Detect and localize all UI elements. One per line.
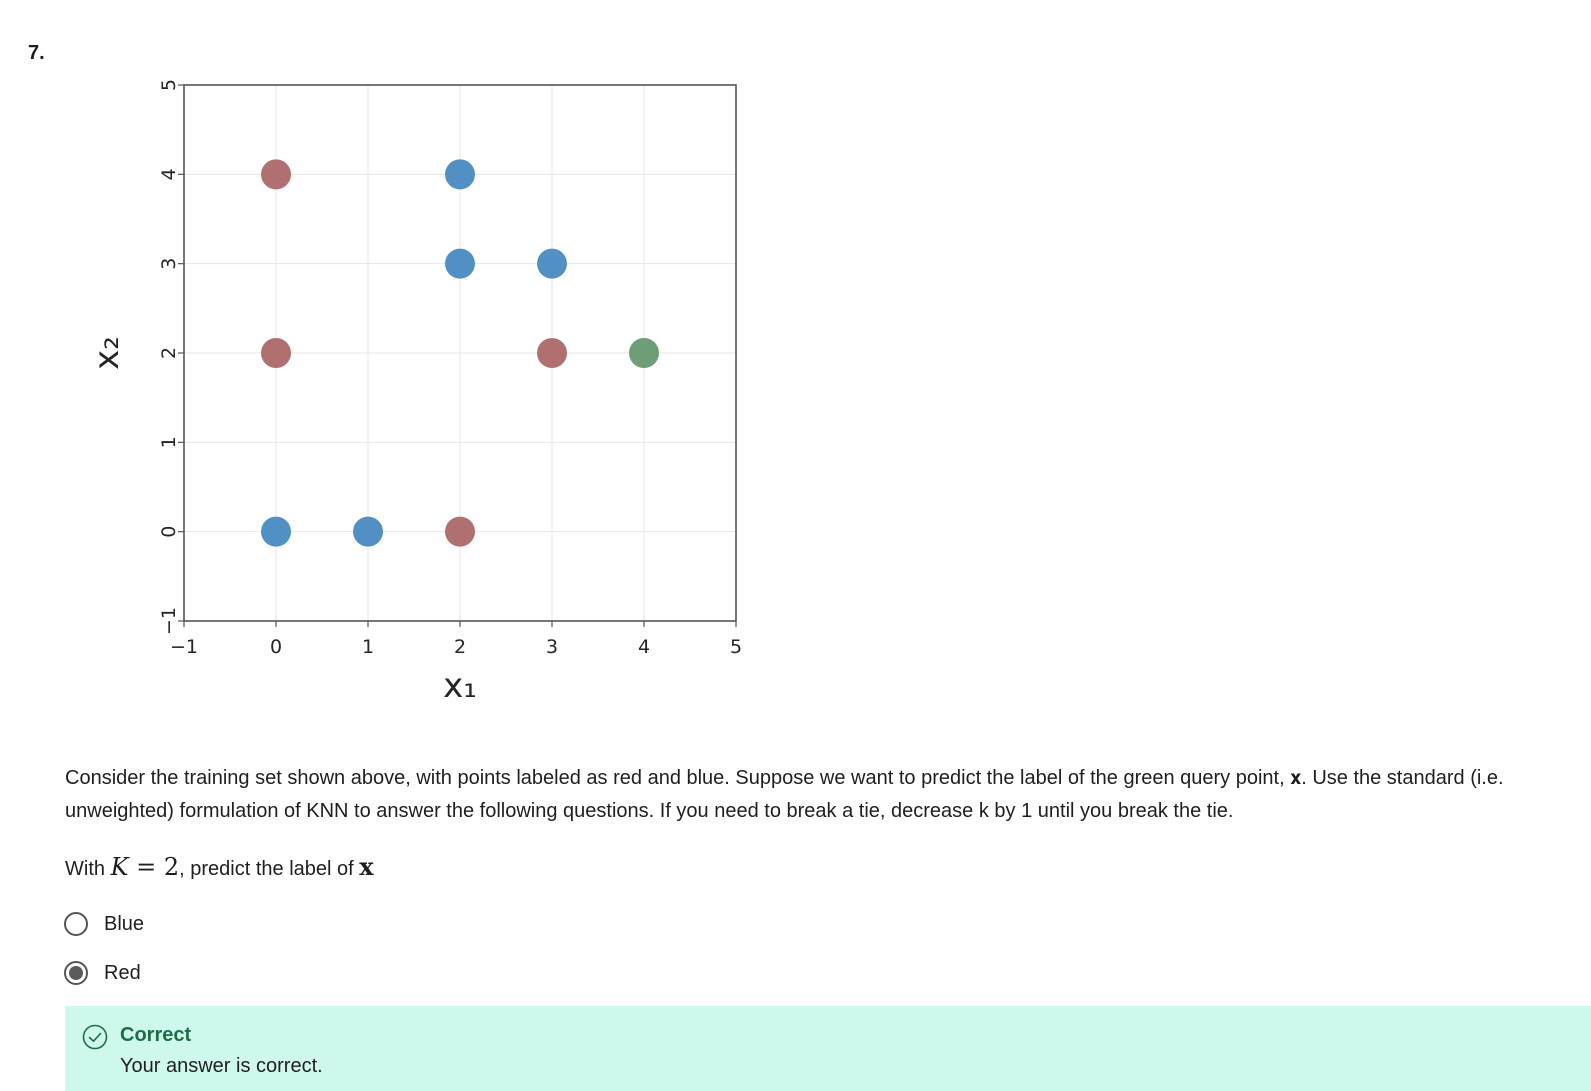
x-tick-label: 1 [362, 636, 374, 658]
y-tick-label: 2 [158, 347, 180, 359]
radio-blue[interactable] [64, 912, 88, 936]
y-tick-label: 3 [158, 258, 180, 270]
option-blue[interactable]: Blue [64, 909, 144, 939]
option-red[interactable]: Red [64, 958, 141, 988]
option-red-label: Red [104, 961, 141, 984]
prompt-middle: , predict the label of [179, 858, 354, 880]
chart-points [261, 159, 659, 547]
scatter-chart: −1 0 1 2 3 4 5 −1 0 1 2 3 4 5 x₁ x₂ [0, 0, 800, 720]
x-tick-label: 4 [638, 636, 650, 658]
question-number: 7. [28, 42, 45, 64]
radio-selected-dot [69, 966, 83, 980]
red-point [261, 159, 291, 190]
feedback-title: Correct [120, 1024, 192, 1046]
feedback-text: Your answer is correct. [120, 1055, 323, 1077]
x-tick-label: 5 [730, 636, 742, 658]
x-axis-label: x₁ [443, 666, 477, 706]
y-tick-label: 1 [158, 436, 180, 448]
red-point [261, 338, 291, 368]
check-circle-icon [82, 1024, 108, 1050]
blue-point [353, 516, 383, 547]
feedback-box: Correct Your answer is correct. [65, 1006, 1591, 1091]
blue-point [445, 248, 475, 279]
option-blue-label: Blue [104, 912, 145, 935]
chart-svg: −1 0 1 2 3 4 5 −1 0 1 2 3 4 5 x₁ x₂ [87, 79, 742, 706]
math-eq: = 2 [128, 853, 180, 881]
y-tick-label: 5 [158, 79, 180, 91]
math-x: x [359, 852, 374, 881]
blue-point [261, 516, 291, 547]
question-text: Consider the training set shown above, w… [65, 767, 1504, 822]
red-point [537, 338, 567, 368]
x-tick-label: 2 [454, 636, 466, 658]
blue-point [445, 159, 475, 190]
red-point [445, 516, 475, 547]
chart-ticks: −1 0 1 2 3 4 5 −1 0 1 2 3 4 5 [158, 79, 742, 658]
question-prompt: With K = 2, predict the label of x [65, 850, 374, 886]
query-point [629, 338, 659, 368]
x-tick-label: −1 [170, 636, 198, 658]
x-tick-label: 0 [270, 636, 282, 658]
blue-point [537, 248, 567, 279]
x-tick-label: 3 [546, 636, 558, 658]
y-tick-label: 4 [158, 168, 180, 180]
prompt-prefix: With [65, 858, 105, 880]
math-k: K [110, 853, 129, 881]
radio-red[interactable] [64, 961, 88, 985]
y-axis-label: x₂ [87, 336, 127, 370]
y-tick-label: −1 [158, 607, 180, 635]
y-tick-label: 0 [158, 526, 180, 538]
